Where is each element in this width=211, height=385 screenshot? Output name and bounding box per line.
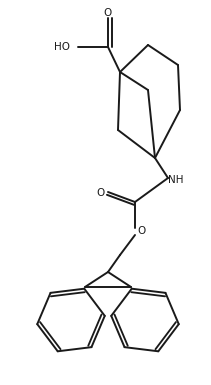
Text: O: O xyxy=(104,8,112,18)
Text: NH: NH xyxy=(168,175,184,185)
Text: O: O xyxy=(138,226,146,236)
Text: HO: HO xyxy=(54,42,70,52)
Text: O: O xyxy=(97,188,105,198)
